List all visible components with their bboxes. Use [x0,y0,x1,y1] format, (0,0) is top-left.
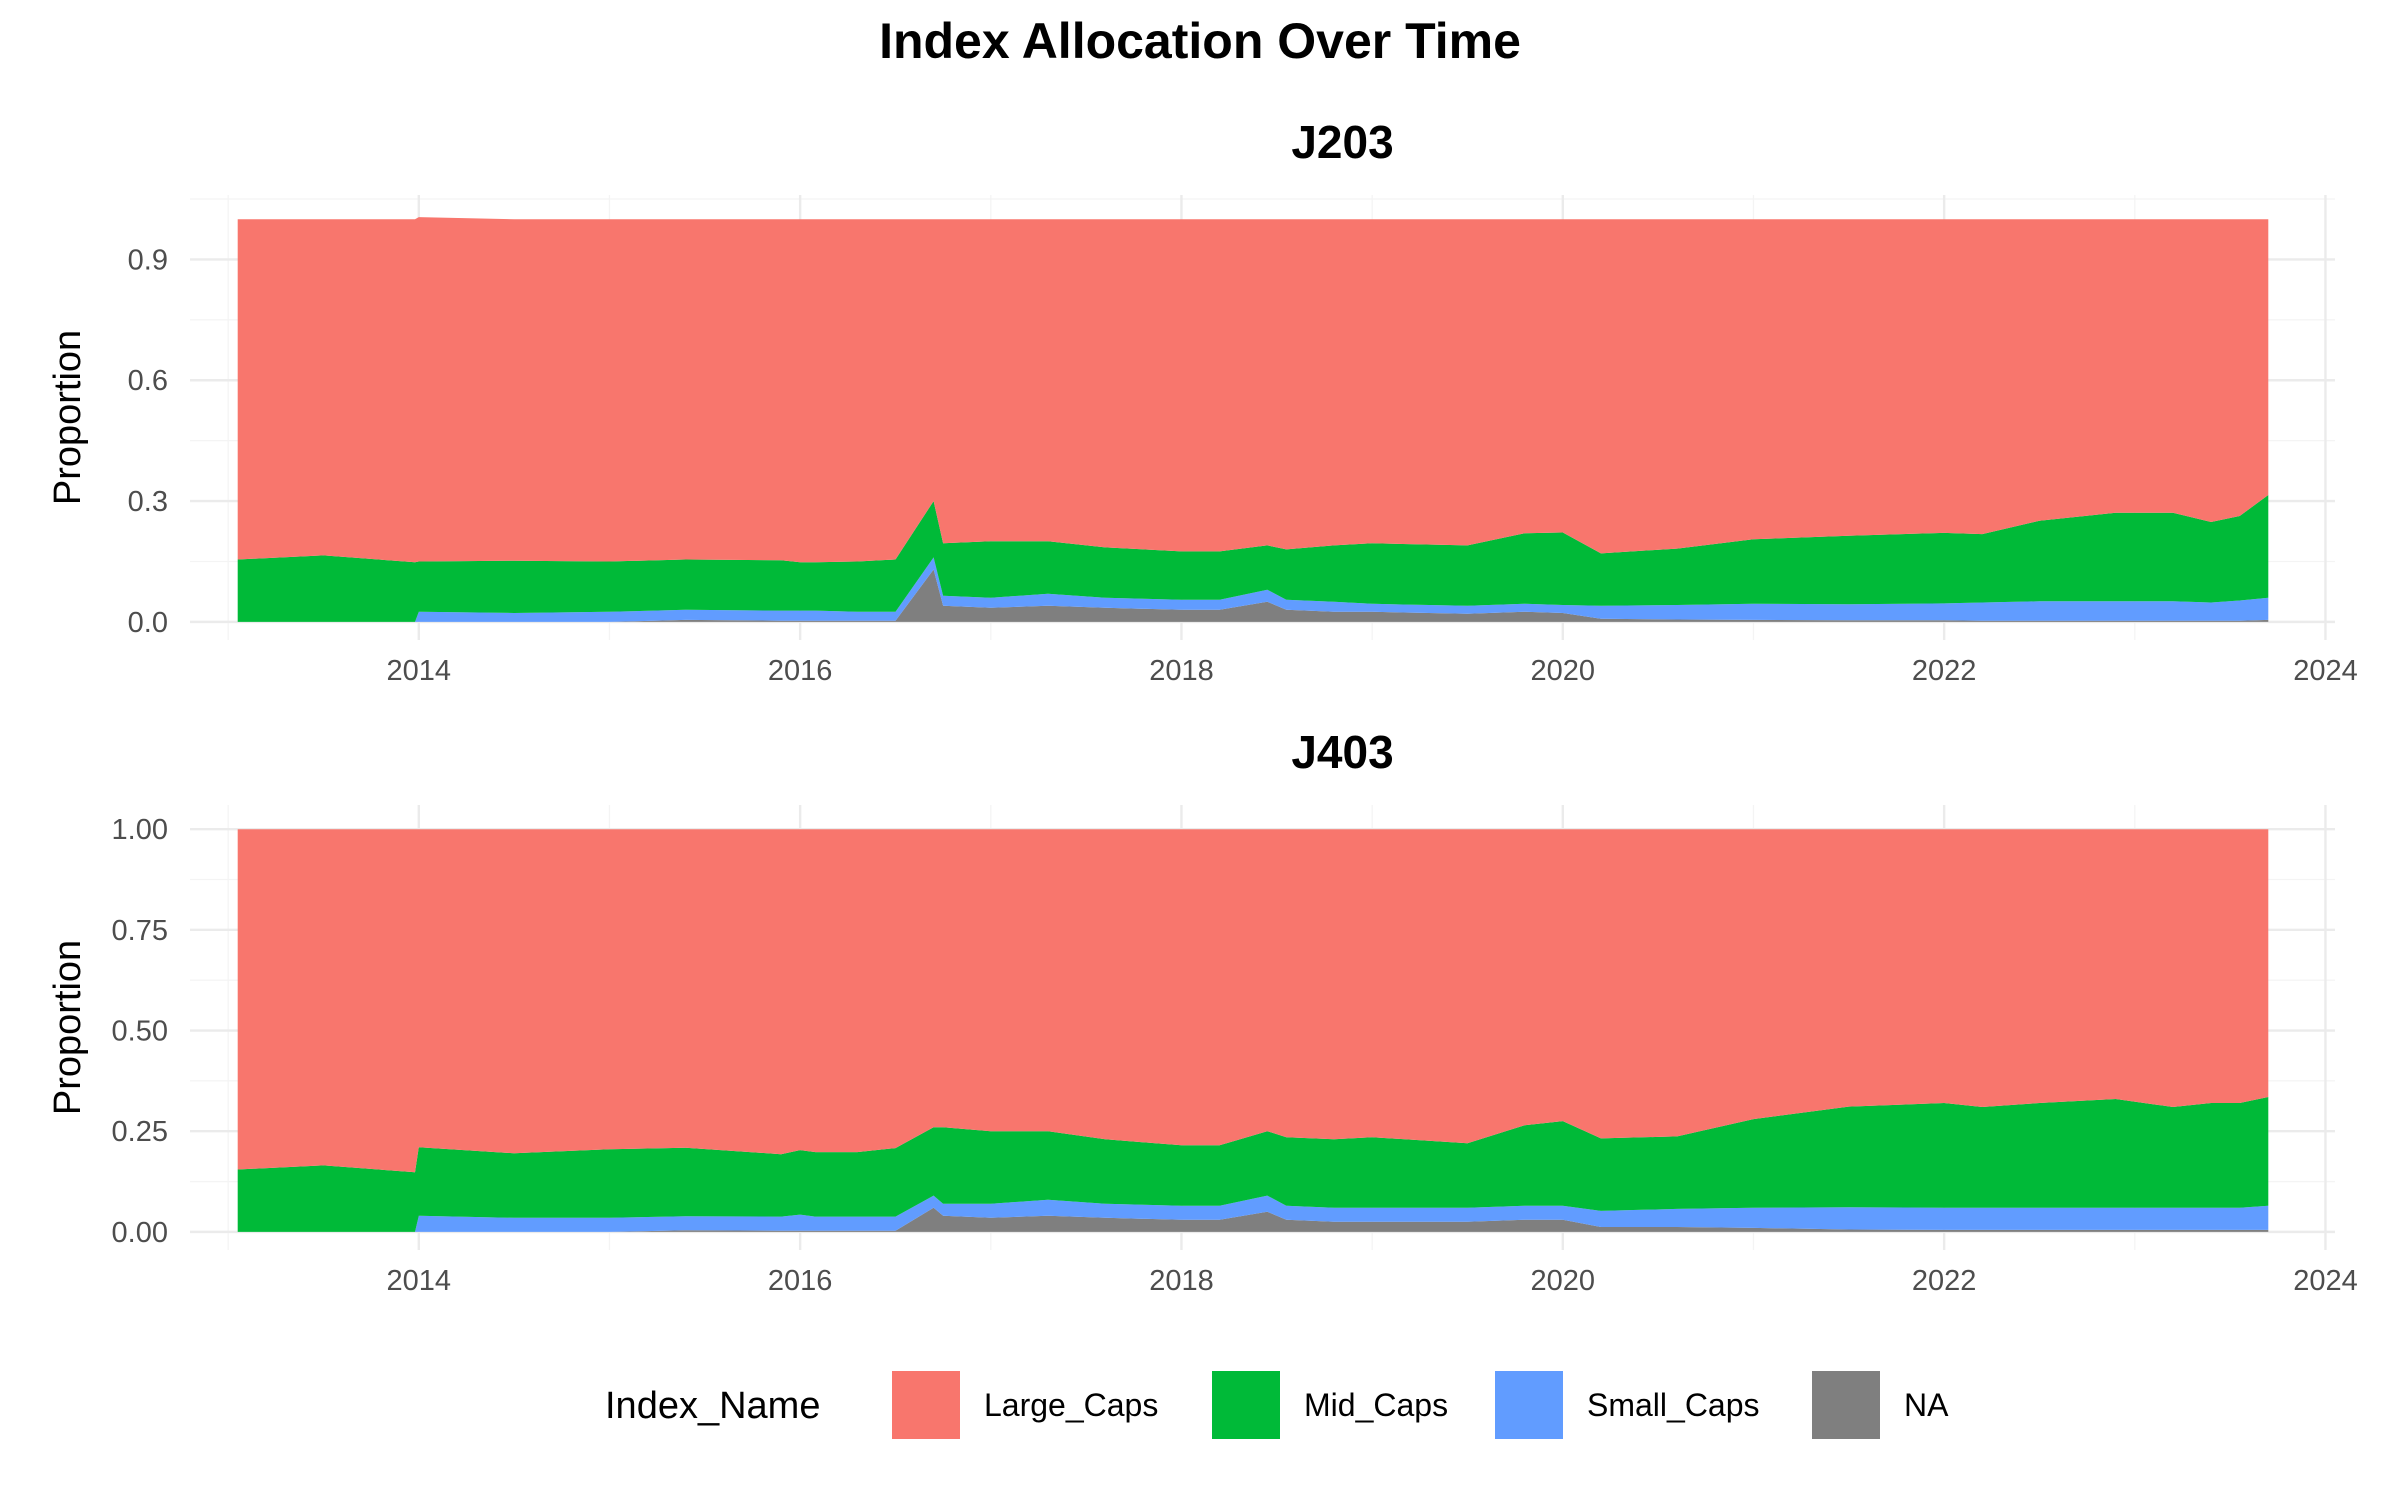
y-tick-label: 0.3 [128,486,168,518]
area-large-caps [237,217,2269,563]
y-axis-title: Proportion [47,330,89,505]
legend-label-mid-caps: Mid_Caps [1304,1387,1448,1423]
y-tick-label: 0.50 [112,1016,168,1048]
x-tick-label: 2016 [768,655,833,687]
panel-j403: J403 0.00 0.25 0.50 0.75 1.00 2014 2016 2018 2020… [47,726,2358,1297]
legend-swatch-large-caps [892,1371,960,1439]
y-tick-label: 0.25 [112,1116,168,1148]
legend-label-large-caps: Large_Caps [984,1387,1158,1423]
area-large-caps [237,829,2269,1173]
area-small-caps [237,1195,2269,1232]
legend-label-small-caps: Small_Caps [1587,1387,1760,1423]
legend-swatch-mid-caps [1212,1371,1280,1439]
x-tick-label: 2024 [2293,655,2358,687]
area-small-caps [237,557,2269,622]
x-tick-label: 2020 [1531,655,1596,687]
panel-j203: J203 0.0 0.3 0.6 0.9 2014 2016 2018 2020 2022 2024… [47,116,2358,687]
legend-label-na: NA [1904,1387,1949,1423]
legend: Index_Name Large_Caps Mid_Caps Small_Caps NA [605,1371,1949,1439]
legend-title: Index_Name [605,1385,820,1427]
x-tick-label: 2014 [387,655,452,687]
panel-title: J203 [1291,116,1393,168]
area-na [237,1207,2269,1232]
x-tick-label: 2022 [1912,655,1977,687]
area-mid-caps [237,495,2269,622]
x-tick-label: 2022 [1912,1265,1977,1297]
y-tick-label: 0.75 [112,915,168,947]
x-tick-label: 2014 [387,1265,452,1297]
x-tick-label: 2018 [1149,655,1214,687]
panel-title: J403 [1291,726,1393,778]
y-axis-title: Proportion [47,940,89,1115]
x-tick-label: 2016 [768,1265,833,1297]
x-tick-label: 2024 [2293,1265,2358,1297]
x-tick-label: 2018 [1149,1265,1214,1297]
area-mid-caps [237,1097,2269,1232]
y-tick-label: 0.00 [112,1217,168,1249]
x-tick-label: 2020 [1531,1265,1596,1297]
chart-title: Index Allocation Over Time [879,13,1521,69]
y-tick-label: 0.0 [128,607,168,639]
y-tick-label: 0.9 [128,244,168,276]
y-tick-label: 0.6 [128,365,168,397]
area-na [237,569,2269,622]
legend-swatch-na [1812,1371,1880,1439]
y-tick-label: 1.00 [112,814,168,846]
legend-swatch-small-caps [1495,1371,1563,1439]
